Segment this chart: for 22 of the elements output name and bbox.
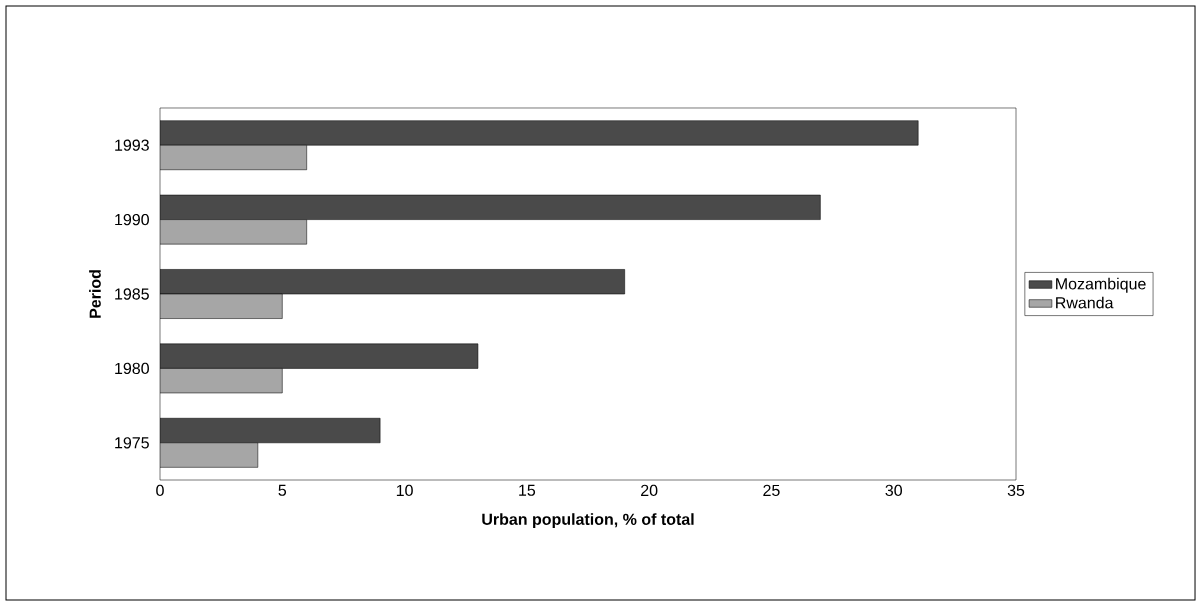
x-tick-label: 0 bbox=[156, 484, 164, 497]
x-tick-label: 10 bbox=[396, 484, 413, 497]
x-tick-label: 35 bbox=[1007, 484, 1025, 497]
bar bbox=[160, 343, 479, 369]
x-tick-label: 20 bbox=[641, 484, 658, 497]
y-tick-label: 1980 bbox=[115, 362, 149, 375]
bar bbox=[160, 417, 381, 444]
bar bbox=[160, 269, 625, 295]
y-tick-label: 1985 bbox=[115, 288, 149, 300]
y-axis-title: Period bbox=[89, 270, 101, 318]
legend-label: Mozambique bbox=[1056, 277, 1146, 293]
x-tick-label: 30 bbox=[885, 484, 902, 497]
bar bbox=[160, 194, 821, 220]
y-tick-label: 1990 bbox=[115, 213, 149, 226]
x-axis-title: Urban population, % of total bbox=[482, 513, 694, 529]
x-tick-label: 25 bbox=[763, 484, 780, 497]
x-tick-label: 15 bbox=[519, 484, 536, 496]
legend-label: Rwanda bbox=[1056, 296, 1114, 309]
y-tick-label: 1975 bbox=[115, 437, 149, 449]
bar bbox=[160, 120, 919, 146]
y-tick-label: 1993 bbox=[115, 139, 149, 151]
x-tick-label: 5 bbox=[278, 484, 287, 496]
